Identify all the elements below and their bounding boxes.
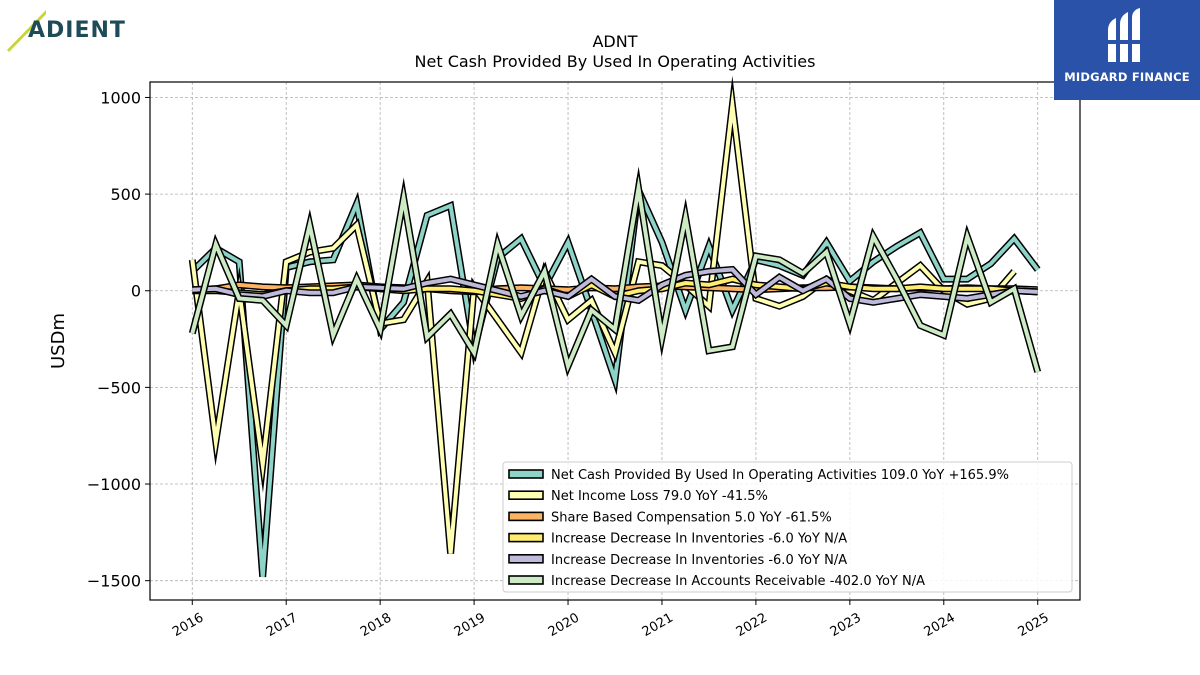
chart-subtitle: Net Cash Provided By Used In Operating A…: [415, 52, 816, 71]
x-tick-label: 2021: [640, 610, 676, 640]
y-tick-label: 500: [110, 185, 141, 204]
x-tick-label: 2020: [546, 610, 582, 640]
series-stroke: [190, 175, 1040, 373]
x-tick-label: 2017: [264, 610, 300, 640]
y-tick-label: −1500: [87, 572, 141, 591]
plot-frame: [149, 81, 1081, 601]
y-tick-label: 1000: [100, 88, 141, 107]
legend: Net Cash Provided By Used In Operating A…: [502, 461, 1073, 593]
series-stroke: [192, 267, 1038, 305]
legend-entry: Increase Decrease In Inventories -6.0 Yo…: [551, 532, 847, 547]
series-lines: [188, 75, 1042, 578]
legend-entry: Share Based Compensation 5.0 YoY -61.5%: [551, 510, 832, 525]
legend-entry: Increase Decrease In Accounts Receivable…: [551, 574, 925, 589]
legend-swatch: [508, 490, 544, 501]
legend-box: [502, 461, 1073, 593]
midgard-logo-mark-icon: [1104, 8, 1146, 62]
y-axis-label: USDm: [48, 313, 69, 369]
legend-entry: Net Cash Provided By Used In Operating A…: [551, 468, 1009, 483]
legend-entry: Increase Decrease In Inventories -6.0 Yo…: [551, 553, 847, 568]
chart-title: ADNT: [592, 32, 637, 51]
x-axis: 2016 2017 2018 2019 2020 2021 2022 2023 2024 2025: [170, 600, 1052, 640]
legend-entry: Net Income Loss 79.0 YoY -41.5%: [551, 489, 768, 504]
x-tick-label: 2023: [828, 610, 864, 640]
legend-swatch: [508, 511, 544, 522]
series-line-1: [188, 75, 1017, 554]
midgard-logo-text: MIDGARD FINANCE: [1064, 70, 1190, 84]
y-tick-label: 0: [131, 282, 141, 301]
y-axis: 1000 500 0 −500 −1000 −1500: [87, 88, 150, 591]
legend-swatch: [508, 553, 544, 564]
x-tick-label: 2019: [452, 610, 488, 640]
series-line-4: [192, 265, 1038, 306]
y-tick-label: −1000: [87, 475, 141, 494]
adient-logo-mark-icon: [6, 9, 46, 53]
legend-swatch: [508, 469, 544, 479]
adient-logo-text: ADIENT: [28, 18, 126, 43]
series-stroke: [190, 182, 1040, 577]
midgard-finance-logo: MIDGARD FINANCE: [1054, 0, 1200, 100]
series-line-0: [189, 177, 1041, 578]
legend-swatch: [508, 532, 544, 543]
series-stroke: [190, 88, 1016, 554]
x-tick-label: 2024: [922, 610, 958, 640]
y-tick-label: −500: [97, 378, 141, 397]
x-tick-label: 2025: [1016, 610, 1052, 640]
x-tick-label: 2022: [734, 610, 770, 640]
x-tick-label: 2016: [170, 610, 206, 640]
adient-logo: ADIENT: [6, 4, 136, 56]
legend-swatch: [508, 575, 544, 585]
x-tick-label: 2018: [358, 610, 394, 640]
series-line-5: [188, 166, 1042, 378]
